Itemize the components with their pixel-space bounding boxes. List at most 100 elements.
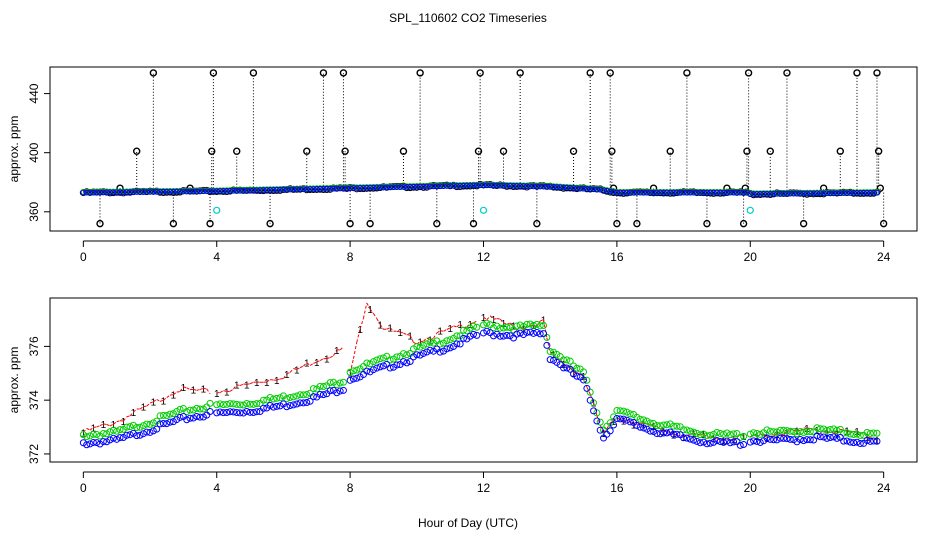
dry-point [467,182,474,189]
filtered-connector [606,422,611,429]
smoothed-point [633,413,641,421]
dry-point [826,434,834,442]
filtered-mark: 1 [437,327,443,338]
smoothed-point [249,400,257,408]
dry-point [270,186,277,193]
dry-point [630,189,637,196]
smoothed-point [503,323,511,331]
dry-point [410,183,417,190]
dry-point [430,183,437,190]
smoothed-point [770,428,778,436]
smoothed-point [419,341,427,349]
dry-point [347,185,354,192]
raw-outlier-point [666,147,674,155]
dry-point [844,190,850,196]
smoothed-point [533,320,541,328]
smoothed-point [530,321,538,329]
smoothed-point [560,356,568,364]
filtered-connector [459,323,464,329]
raw-outlier-point [569,147,578,155]
raw-outlier-point [266,219,274,228]
smoothed-point [86,432,94,440]
dry-point [277,186,283,193]
dry-point [660,189,667,196]
dry-point [453,340,461,348]
dry-point [550,183,557,190]
filtered-mark: 1 [387,324,393,335]
dry-point [176,413,184,421]
filtered-connector [423,337,428,342]
x-tick-label: 8 [347,481,354,495]
smoothed-point [253,400,261,408]
dry-point [180,188,187,195]
dry-point [100,189,107,196]
filtered-connector [406,334,411,336]
smoothed-point [163,412,171,420]
smoothed-point [746,430,754,438]
dry-point [776,434,784,442]
y-tick-label: 376 [27,336,41,356]
dry-point [370,184,377,191]
raw-outlier-point [303,147,311,155]
dry-point [286,402,294,410]
dry-point [727,189,734,196]
dry-point [510,182,517,189]
dry-point [827,190,834,197]
dry-point [633,421,641,429]
smoothed-point [796,427,804,435]
dry-point [734,189,740,196]
filtered-connector [133,408,138,413]
smoothed-point [236,401,244,409]
dry-point [824,190,830,197]
dry-point [813,432,821,440]
dry-point [253,187,260,194]
dry-point [213,409,221,417]
filtered-connector [593,402,598,416]
dry-point [187,188,193,195]
filtered-connector [219,390,224,394]
dry-point [626,418,634,426]
flagged-series [213,206,754,214]
dry-point [620,415,628,423]
raw-outlier-point [149,69,158,77]
smoothed-point [816,425,824,433]
smoothed-point [680,426,688,434]
smoothed-point [660,421,668,429]
dry-point [543,183,550,190]
filtered-connector [396,330,401,333]
filtered-connector [129,411,134,417]
filtered-connector [163,397,168,401]
filtered-connector [446,327,451,330]
dry-point [747,191,754,197]
filtered-connector [773,433,778,437]
smoothed-point [830,425,838,433]
dry-point [867,189,874,196]
smoothed-point [480,321,487,329]
raw-outlier-point [209,69,218,77]
dry-point [440,183,447,189]
smoothed-point [646,419,654,427]
dry-point [503,182,510,189]
smoothed-point [636,415,644,423]
filtered-connector [426,337,431,341]
dry-point [137,189,143,195]
dry-point [159,419,167,427]
filtered-connector [303,362,308,367]
smoothed-point [459,326,467,334]
filtered-mark: 1 [521,325,527,336]
dry-point [603,187,610,194]
dry-point [547,183,554,190]
dry-point [523,183,530,190]
x-tick-label: 0 [80,250,87,264]
smoothed-point [813,424,821,432]
smoothed-point [853,430,861,438]
smoothed-point [763,426,771,434]
dry-point [863,436,871,444]
dry-point [700,189,707,196]
dry-point [527,183,534,190]
dry-point [754,191,760,197]
dry-point [777,190,784,197]
filtered-connector [503,322,508,325]
y-axis-label: approx. ppm [7,347,21,414]
